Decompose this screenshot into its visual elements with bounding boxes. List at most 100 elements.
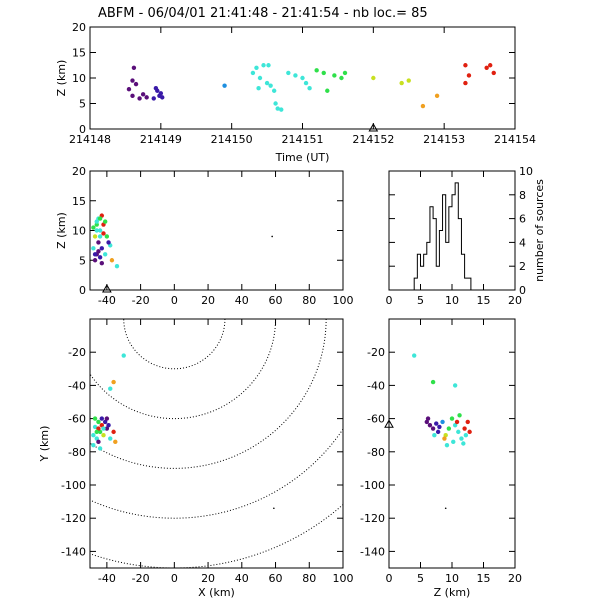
- x-z-point: [109, 258, 115, 263]
- x-z-point: [97, 255, 103, 260]
- x-z-ytick-label: 0: [79, 284, 86, 297]
- time-z-xtick-label: 214148: [69, 133, 111, 146]
- z-y-point: [465, 419, 470, 425]
- z-y-xtick-label: 15: [477, 572, 491, 585]
- x-z-point: [104, 234, 110, 239]
- x-y-point: [101, 433, 106, 438]
- time-z-point: [279, 107, 284, 112]
- x-y-point: [106, 423, 111, 428]
- z-y-ytick-label: -100: [360, 479, 385, 492]
- time-z-point: [339, 75, 344, 81]
- hist-ytick-label: 4: [519, 236, 526, 249]
- x-y-point: [102, 419, 108, 425]
- x-y-point: [96, 419, 101, 425]
- z-y-point: [462, 426, 467, 431]
- z-y-point: [463, 433, 469, 438]
- x-z-point: [92, 258, 98, 263]
- x-z-point: [91, 225, 96, 230]
- x-z-point: [99, 246, 105, 251]
- z-y-xtick-label: 10: [445, 572, 459, 585]
- time-z-point: [250, 70, 256, 76]
- time-z-xtick-label: 214150: [211, 133, 253, 146]
- z-y-point: [437, 424, 442, 430]
- x-z-point: [99, 261, 105, 266]
- time-z-ytick-label: 0: [79, 123, 86, 136]
- x-z-ytick-label: 15: [72, 195, 86, 208]
- x-y-point: [97, 446, 103, 451]
- time-z-point: [261, 63, 266, 68]
- x-z-point: [96, 249, 101, 254]
- time-z-xtick-label: 214149: [140, 133, 182, 146]
- z-y-point: [444, 507, 447, 510]
- x-y-xtick-label: 40: [235, 572, 249, 585]
- z-y-xtick-label: 0: [386, 572, 393, 585]
- z-y-point: [432, 433, 437, 438]
- time-z-point: [151, 96, 156, 101]
- time-z-point: [273, 101, 278, 106]
- time-z-point: [268, 83, 273, 88]
- z-y-point: [456, 429, 461, 435]
- x-y-ytick-label: -60: [68, 413, 86, 426]
- hist-xtick-label: 20: [508, 294, 522, 307]
- x-y-ytick-label: -80: [68, 446, 86, 459]
- x-y-xlabel: X (km): [198, 586, 235, 599]
- time-z-ytick-label: 5: [79, 98, 86, 111]
- z-y-point: [444, 442, 450, 448]
- time-z-point: [160, 95, 165, 100]
- z-y-point: [457, 413, 462, 418]
- time-z-ytick-label: 20: [72, 21, 86, 34]
- z-y-point: [430, 426, 436, 431]
- time-z-point: [406, 78, 411, 83]
- hist-xtick-label: 5: [417, 294, 424, 307]
- x-z-point: [97, 234, 103, 239]
- x-z-point: [91, 246, 96, 251]
- x-y-ytick-label: -20: [68, 346, 86, 359]
- z-y-point: [446, 426, 452, 431]
- z-y-point: [467, 429, 472, 435]
- z-y-xtick-label: 5: [417, 572, 424, 585]
- z-y-point: [440, 419, 445, 425]
- time-z-point: [131, 65, 137, 71]
- hist-xtick-label: 10: [445, 294, 459, 307]
- z-y-ytick-label: -20: [367, 346, 385, 359]
- time-z-point: [420, 103, 426, 109]
- time-z-point: [307, 86, 312, 91]
- x-z-point: [102, 219, 108, 224]
- x-z-ytick-label: 20: [72, 165, 86, 178]
- z-y-ytick-label: -140: [360, 545, 385, 558]
- x-z-point: [106, 240, 111, 245]
- x-z-xtick-label: -20: [132, 294, 150, 307]
- time-z-xtick-label: 214153: [423, 133, 465, 146]
- hist-ytick-label: 6: [519, 213, 526, 226]
- time-z-point: [325, 88, 330, 93]
- hist-bar: [436, 266, 439, 290]
- x-y-xtick-label: 20: [201, 572, 215, 585]
- x-z-point: [97, 216, 103, 221]
- time-z-point: [130, 93, 135, 99]
- x-y-point: [94, 429, 99, 435]
- time-z-xtick-label: 214154: [494, 133, 536, 146]
- x-y-point: [99, 416, 105, 421]
- x-y-point: [108, 386, 113, 391]
- time-z-point: [256, 86, 261, 91]
- x-z-xtick-label: 80: [302, 294, 316, 307]
- hist-frame: [388, 170, 516, 291]
- x-z-point: [114, 264, 120, 269]
- time-z-xlabel: Time (UT): [275, 151, 330, 164]
- z-y-point: [452, 383, 458, 388]
- z-y-point: [451, 439, 456, 445]
- x-y-point: [96, 426, 101, 431]
- hist-xtick-label: 0: [386, 294, 393, 307]
- x-z-ylabel: Z (km): [55, 212, 68, 249]
- z-y-point: [425, 416, 431, 421]
- time-z-point: [293, 73, 298, 78]
- x-y-point: [104, 416, 110, 421]
- x-y-point: [111, 429, 116, 435]
- time-z-xtick-label: 214151: [282, 133, 324, 146]
- time-z-point: [466, 73, 472, 78]
- x-z-triangle-marker: [102, 283, 112, 293]
- x-z-xtick-label: 20: [201, 294, 215, 307]
- x-y-point: [108, 436, 113, 441]
- x-z-point: [94, 219, 99, 224]
